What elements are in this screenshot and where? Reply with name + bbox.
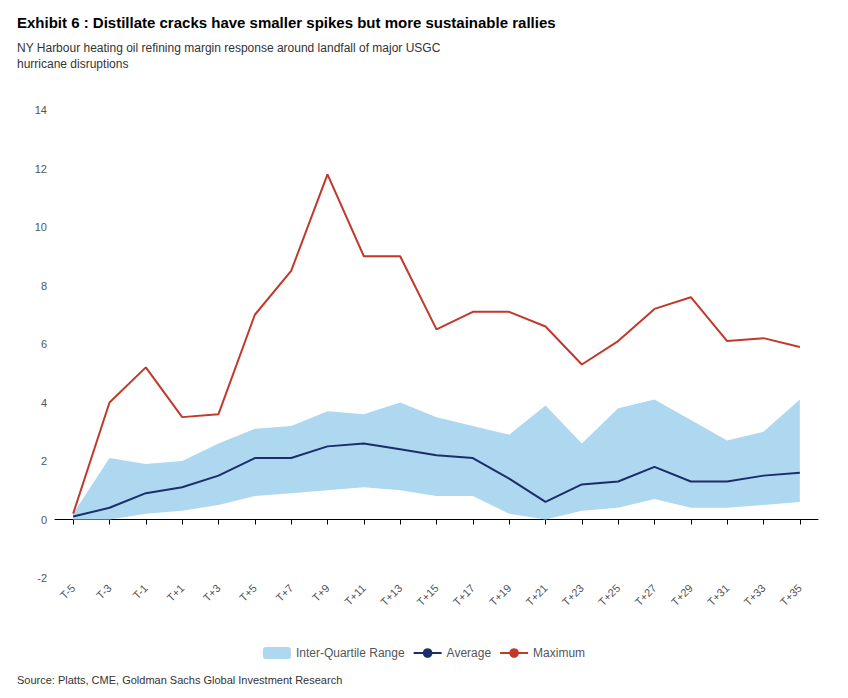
svg-text:T+11: T+11 <box>342 582 368 608</box>
svg-text:T-1: T-1 <box>130 582 150 602</box>
svg-text:T+1: T+1 <box>164 582 186 604</box>
svg-text:T+3: T+3 <box>201 582 223 604</box>
svg-text:4: 4 <box>41 397 47 409</box>
svg-text:T+19: T+19 <box>487 582 513 608</box>
svg-text:T+23: T+23 <box>560 582 586 608</box>
svg-text:Exhibit 6 : Distillate cracks: Exhibit 6 : Distillate cracks have small… <box>17 14 556 31</box>
svg-text:T+29: T+29 <box>669 582 695 608</box>
svg-text:T+27: T+27 <box>632 582 658 608</box>
svg-text:T+33: T+33 <box>741 582 767 608</box>
svg-text:T+9: T+9 <box>310 582 332 604</box>
svg-text:NY Harbour heating oil refinin: NY Harbour heating oil refining margin r… <box>17 41 441 55</box>
svg-text:8: 8 <box>41 280 47 292</box>
svg-text:10: 10 <box>35 221 47 233</box>
svg-text:14: 14 <box>35 104 47 116</box>
svg-text:T+5: T+5 <box>237 582 259 604</box>
svg-text:T+25: T+25 <box>596 582 622 608</box>
svg-text:-2: -2 <box>37 572 47 584</box>
svg-text:T+35: T+35 <box>778 582 804 608</box>
svg-text:T+13: T+13 <box>378 582 404 608</box>
svg-text:hurricane disruptions: hurricane disruptions <box>17 57 128 71</box>
svg-text:2: 2 <box>41 455 47 467</box>
svg-text:Average: Average <box>447 646 492 660</box>
svg-text:T+17: T+17 <box>451 582 477 608</box>
svg-text:Maximum: Maximum <box>533 646 585 660</box>
svg-text:T-5: T-5 <box>58 582 78 602</box>
svg-text:T+21: T+21 <box>523 582 549 608</box>
svg-text:T+7: T+7 <box>273 582 295 604</box>
svg-text:Source: Platts, CME, Goldman S: Source: Platts, CME, Goldman Sachs Globa… <box>17 674 342 686</box>
svg-text:T-3: T-3 <box>94 582 114 602</box>
svg-text:T+31: T+31 <box>705 582 731 608</box>
svg-text:12: 12 <box>35 163 47 175</box>
svg-text:T+15: T+15 <box>414 582 440 608</box>
svg-text:6: 6 <box>41 338 47 350</box>
svg-text:0: 0 <box>41 514 47 526</box>
svg-text:Inter-Quartile Range: Inter-Quartile Range <box>296 646 405 660</box>
